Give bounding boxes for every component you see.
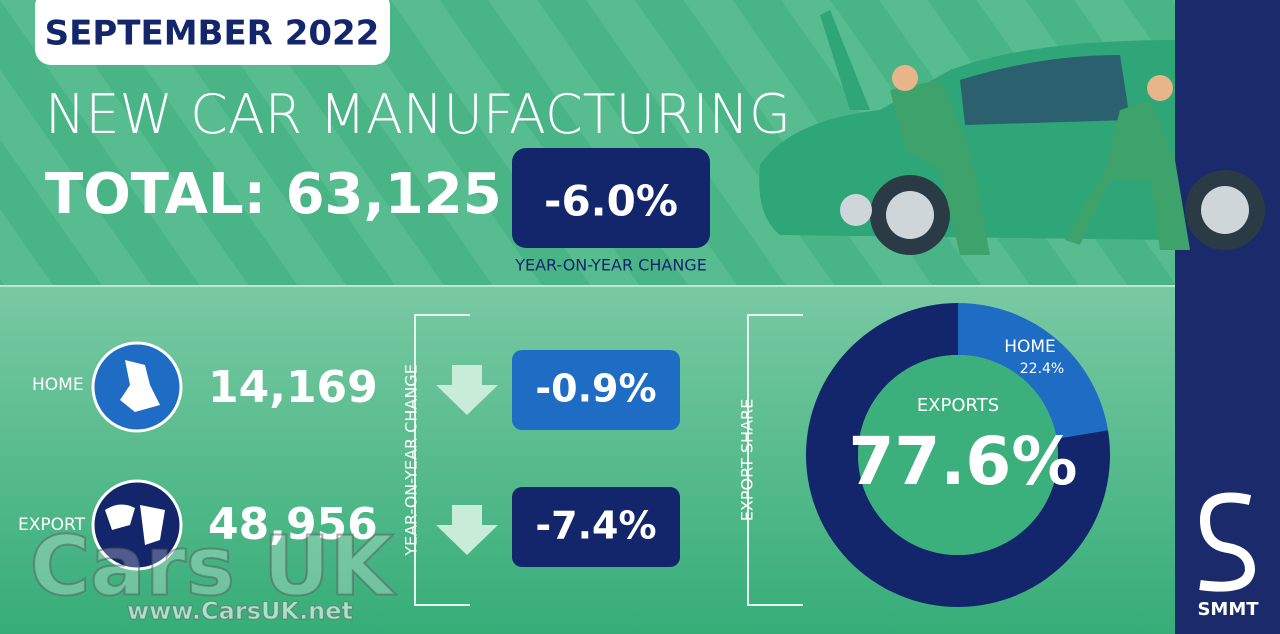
donut-segment xyxy=(806,303,1110,607)
car-illustration xyxy=(759,10,1265,255)
change-label: YEAR-ON-YEAR CHANGE xyxy=(514,256,707,275)
change-box xyxy=(512,487,680,567)
row-change: -7.4% xyxy=(535,504,656,548)
title: NEW CAR MANUFACTURING xyxy=(45,83,791,146)
row-value: 48,956 xyxy=(208,499,378,550)
exports-share-value: 77.6% xyxy=(849,423,1078,500)
donut-segment xyxy=(958,303,1108,439)
badge: SEPTEMBER 2022 xyxy=(45,14,380,54)
globe-map xyxy=(105,504,165,545)
logo: SMMT xyxy=(1197,599,1259,620)
watermark-url: www.CarsUK.net xyxy=(127,597,353,625)
home-share-value: 22.4% xyxy=(1020,361,1064,377)
side-strip xyxy=(1175,0,1280,634)
change-box xyxy=(512,350,680,430)
watermark-brand: Cars UK xyxy=(30,519,397,614)
donut-hole xyxy=(858,355,1058,555)
total: TOTAL: 63,125 xyxy=(45,162,502,227)
change-box xyxy=(512,148,710,248)
brackets xyxy=(414,314,803,606)
badge-box xyxy=(35,0,390,65)
row-value: 14,169 xyxy=(208,362,378,413)
globe-icon xyxy=(91,479,183,571)
row-change: -0.9% xyxy=(535,367,656,411)
home-share-label: HOME xyxy=(1004,337,1056,357)
logo-mark xyxy=(1199,492,1256,592)
donut-chart xyxy=(806,303,1110,607)
row-label: EXPORT xyxy=(18,515,86,535)
exports-share-label: EXPORTS xyxy=(917,395,999,416)
down-arrow xyxy=(436,365,498,415)
uk-map xyxy=(120,360,160,412)
change: -6.0% xyxy=(544,177,678,226)
export-share-label: EXPORT SHARE xyxy=(738,399,757,521)
row-label: HOME xyxy=(32,375,84,395)
rows-change-label: YEAR-ON-YEAR CHANGE xyxy=(402,364,421,557)
down-arrow xyxy=(436,505,498,555)
